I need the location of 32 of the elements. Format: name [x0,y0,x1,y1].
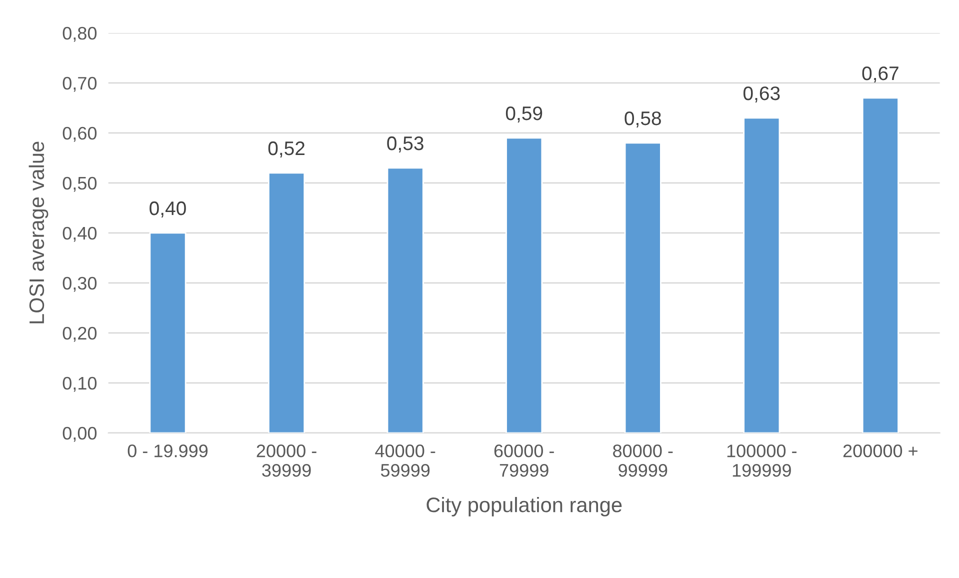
y-tick-label: 0,80 [62,26,97,42]
y-tick-label: 0,10 [62,376,97,392]
x-tick-label: 80000 - 99999 [613,444,673,477]
data-label: 0,67 [862,66,898,83]
x-tick-label: 100000 - 199999 [727,444,796,477]
x-tick-label: 200000 + [843,444,918,458]
bar [743,117,780,433]
y-tick-label: 0,70 [62,76,97,92]
y-tick-label: 0,40 [62,226,97,242]
data-label: 0,58 [624,111,661,128]
y-tick-label: 0,50 [62,176,97,192]
data-label: 0,63 [743,86,780,103]
y-axis-title: LOSI average value [28,142,48,324]
y-tick-label: 0,30 [62,276,97,292]
x-tick-label: 40000 - 59999 [375,444,436,477]
data-label: 0,52 [268,141,304,158]
bar [386,167,424,433]
data-label: 0,40 [150,201,186,218]
data-label: 0,59 [506,106,542,123]
bar [862,97,899,433]
y-tick-label: 0,00 [62,426,97,442]
bar [506,137,543,433]
x-axis-title: City population range [426,496,622,516]
data-label: 0,53 [387,136,424,153]
x-tick-label: 60000 - 79999 [494,444,554,477]
x-tick-label: 20000 - 39999 [256,444,316,477]
bar [268,172,306,433]
bar [624,142,662,433]
y-tick-label: 0,60 [62,126,97,142]
x-tick-label: 0 - 19.999 [128,444,208,458]
bar [149,232,186,433]
y-tick-label: 0,20 [62,326,97,342]
